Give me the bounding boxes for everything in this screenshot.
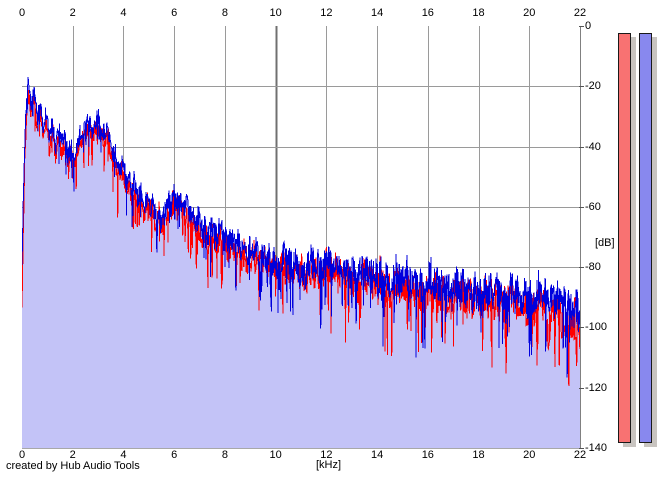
x-tick-top-8: 8 (221, 7, 228, 19)
x-tick-top-2: 2 (69, 7, 76, 19)
y-tick-mark (579, 388, 584, 389)
x-tick-top-6: 6 (171, 7, 178, 19)
x-tick-top-18: 18 (472, 7, 485, 19)
level-meter-right[interactable] (639, 33, 652, 443)
spectrum-fill (22, 77, 580, 448)
y-axis-right-line (579, 26, 581, 449)
level-meter-left[interactable] (618, 33, 631, 443)
x-tick-bottom-14: 14 (370, 449, 384, 461)
x-tick-bottom-20: 20 (523, 449, 536, 461)
x-tick-top-12: 12 (320, 7, 333, 19)
y-tick-neg60: -60 (585, 200, 601, 213)
y-tick-neg80: -80 (585, 261, 601, 274)
x-tick-bottom-6: 6 (171, 449, 178, 461)
x-tick-bottom-0: 0 (18, 449, 26, 461)
x-tick-bottom-8: 8 (221, 449, 228, 461)
x-tick-top-10: 10 (269, 7, 282, 19)
spectrum-plot-svg (22, 26, 580, 448)
x-tick-top-20: 20 (523, 7, 536, 19)
y-tick-mark (579, 267, 584, 268)
y-tick-mark (579, 86, 584, 87)
x-tick-bottom-16: 16 (421, 449, 434, 461)
x-axis-bottom-line (22, 448, 581, 449)
x-tick-bottom-18: 18 (472, 449, 485, 461)
x-tick-top-16: 16 (421, 7, 434, 19)
x-tick-top-0: 0 (18, 7, 26, 19)
x-tick-bottom-2: 2 (69, 449, 76, 461)
y-axis-unit-label: [dB] (595, 237, 615, 249)
y-tick-neg120: -120 (585, 381, 608, 394)
x-tick-top-22: 22 (573, 7, 587, 19)
x-tick-bottom-22: 22 (573, 449, 587, 461)
y-tick-mark (579, 207, 584, 208)
y-tick-neg40: -40 (585, 140, 601, 153)
y-tick-mark (579, 26, 584, 27)
x-tick-top-14: 14 (370, 7, 384, 19)
x-axis-unit-label: [kHz] (316, 459, 342, 471)
spectrum-traces (22, 76, 580, 386)
y-tick-neg140: -140 (585, 442, 608, 454)
x-tick-bottom-4: 4 (120, 449, 127, 461)
y-tick-mark (579, 448, 584, 449)
x-tick-bottom-12: 12 (320, 449, 333, 461)
y-tick-mark (579, 327, 584, 328)
y-tick-neg20: -20 (585, 80, 601, 93)
y-tick-0: 0 (585, 20, 592, 32)
y-tick-mark (579, 147, 584, 148)
spectrum-plot-area[interactable] (22, 26, 580, 448)
x-tick-bottom-10: 10 (269, 449, 282, 461)
y-tick-neg100: -100 (585, 321, 608, 334)
x-tick-top-4: 4 (120, 7, 127, 19)
credit-text: created by Hub Audio Tools (6, 460, 140, 472)
